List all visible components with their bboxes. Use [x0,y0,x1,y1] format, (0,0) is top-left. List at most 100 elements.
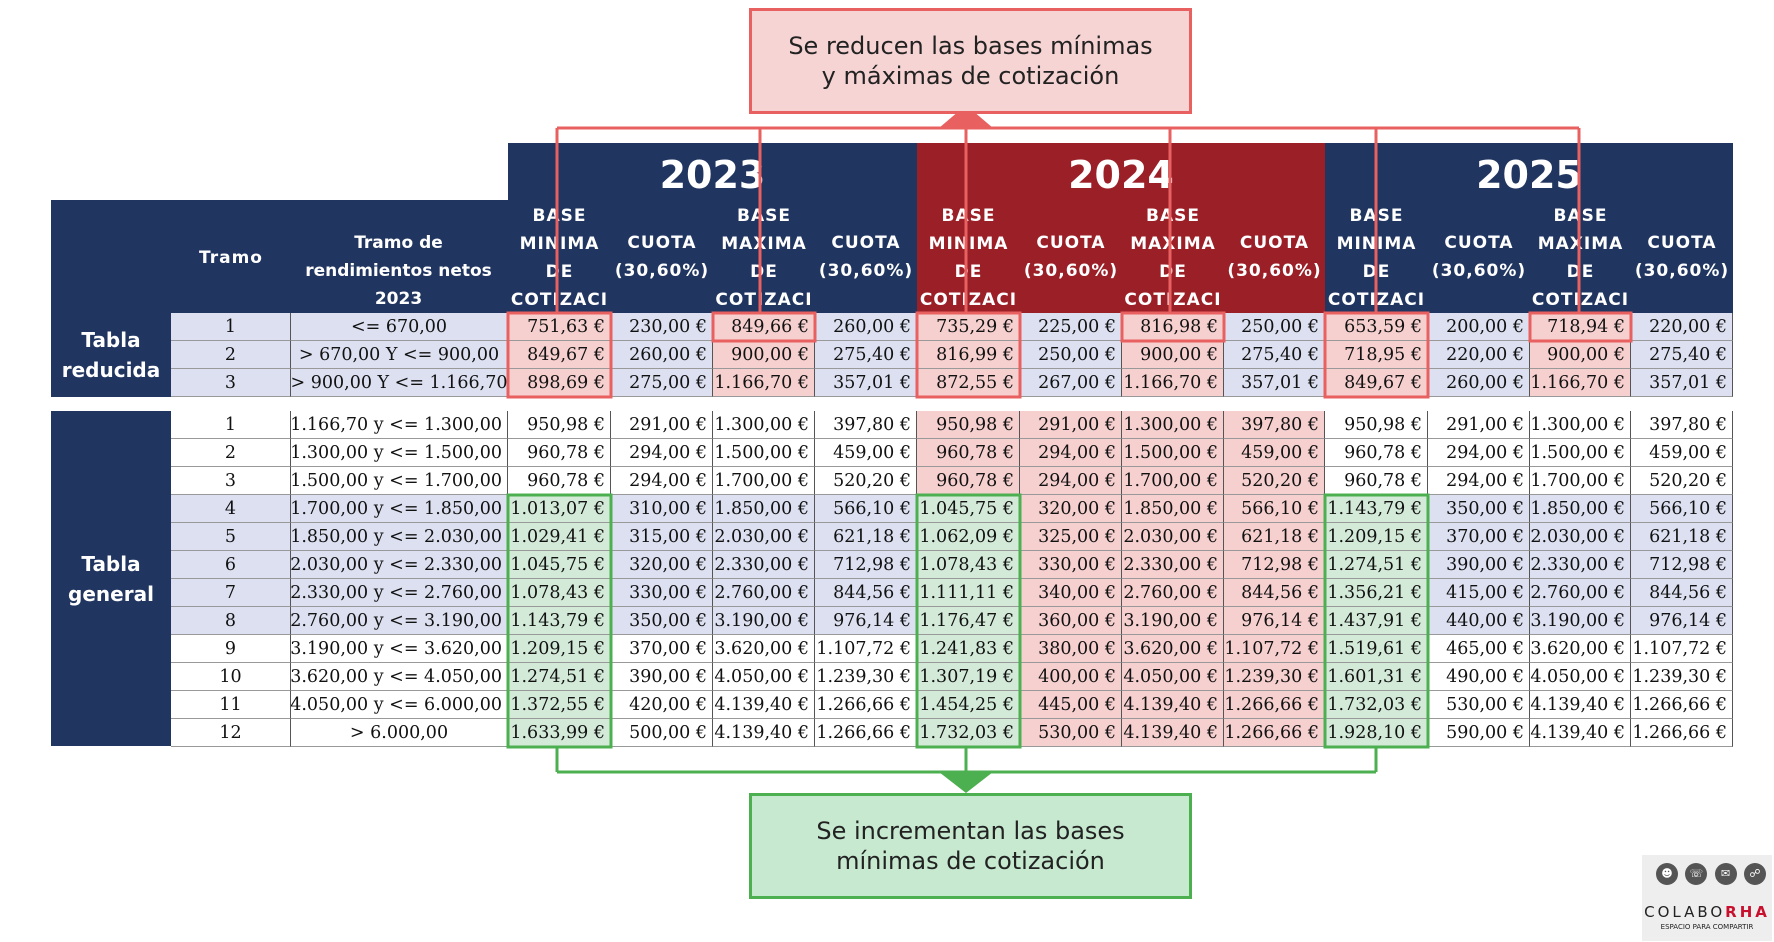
cell-value: 1.209,15 € [1325,523,1428,551]
cell-value: 2.760,00 € [1530,579,1631,607]
cell-rendimientos: > 2.760,00 y <= 3.190,00 [291,607,508,635]
cell-value: 621,18 € [1631,523,1733,551]
cell-value: 566,10 € [1631,495,1733,523]
section-reducida-label: Tabla reducida [61,328,161,382]
cell-value: 718,95 € [1325,341,1428,369]
cell-tramo: 11 [171,691,291,719]
header-tramo: Tramo [199,248,263,268]
cell-value: 220,00 € [1428,341,1530,369]
cell-value: 816,99 € [917,341,1020,369]
cell-value: 1.601,31 € [1325,663,1428,691]
cell-value: 712,98 € [1224,551,1325,579]
logo-brand: COLABORHA [1644,903,1770,921]
cell-value: 4.139,40 € [713,691,815,719]
cell-value: 1.356,21 € [1325,579,1428,607]
cell-value: 1.078,43 € [508,579,611,607]
header-band-2023 [508,200,917,313]
red-highlight-box [1323,311,1430,399]
cell-value: 4.050,00 € [713,663,815,691]
cell-value: 260,00 € [815,313,917,341]
cell-value: 976,14 € [1631,607,1733,635]
cell-value: 291,00 € [1020,411,1122,439]
cell-value: 275,40 € [1631,341,1733,369]
year-2024: 2024 [1068,153,1174,197]
cell-value: 357,01 € [815,369,917,397]
cell-value: 520,20 € [815,467,917,495]
cell-value: 1.029,41 € [508,523,611,551]
cell-rendimientos: > 2.330,00 y <= 2.760,00 [291,579,508,607]
section-general-band [51,411,171,746]
cell-value: 320,00 € [1020,495,1122,523]
cell-rendimientos: > 3.190,00 y <= 3.620,00 [291,635,508,663]
cell-value: 566,10 € [815,495,917,523]
green-highlight-box [506,493,613,749]
cotizacion-table: 2023 2024 2025 Tramo Tramo de rendimient… [51,0,1733,942]
note-reduce-bases: Se reducen las bases mínimas y máximas d… [749,8,1192,114]
cell-value: 445,00 € [1020,691,1122,719]
cell-value: 370,00 € [611,635,713,663]
cell-value: 1.928,10 € [1325,719,1428,747]
header-cuota-2024: CUOTA (30,60%) [1023,233,1119,281]
cell-value: 520,20 € [1224,467,1325,495]
cell-value: 2.030,00 € [1530,523,1631,551]
cell-rendimientos: > 670,00 Y <= 900,00 [291,341,508,369]
cell-rendimientos: > 1.700,00 y <= 1.850,00 [291,495,508,523]
cell-value: 900,00 € [1122,341,1224,369]
year-2025: 2025 [1476,153,1582,197]
cell-value: 357,01 € [1224,369,1325,397]
cell-rendimientos: > 900,00 Y <= 1.166,70 [291,369,508,397]
red-highlight-box [1120,311,1226,343]
header-cuota-2025: CUOTA (30,60%) [1431,233,1527,281]
cell-tramo: 1 [171,411,291,439]
cell-rendimientos: > 6.000,00 [291,719,508,747]
cell-value: 520,20 € [1631,467,1733,495]
cell-value: 950,98 € [917,411,1020,439]
annotation-overlay [506,105,1633,793]
year-2023: 2023 [659,153,766,197]
cell-value: 712,98 € [1631,551,1733,579]
cell-value: 3.620,00 € [1122,635,1224,663]
cell-value: 1.209,15 € [508,635,611,663]
cell-value: 2.030,00 € [713,523,815,551]
cell-value: 230,00 € [611,313,713,341]
cell-value: 960,78 € [1325,439,1428,467]
cell-value: 950,98 € [508,411,611,439]
header-rendimientos: Tramo de rendimientos netos 2023 [305,233,492,309]
cell-value: 315,00 € [611,523,713,551]
cell-value: 950,98 € [1325,411,1428,439]
cell-value: 200,00 € [1428,313,1530,341]
cell-value: 275,00 € [611,369,713,397]
cell-value: 960,78 € [508,439,611,467]
red-highlight-box [506,311,613,399]
cell-value: 459,00 € [1631,439,1733,467]
cell-value: 357,01 € [1631,369,1733,397]
cell-tramo: 7 [171,579,291,607]
cell-value: 294,00 € [1428,467,1530,495]
cell-value: 1.732,03 € [917,719,1020,747]
cell-tramo: 12 [171,719,291,747]
cell-value: 4.139,40 € [1122,691,1224,719]
cell-tramo: 6 [171,551,291,579]
cell-value: 1.107,72 € [815,635,917,663]
cell-value: 350,00 € [611,607,713,635]
cell-value: 340,00 € [1020,579,1122,607]
cell-value: 1.239,30 € [1631,663,1733,691]
cell-value: 530,00 € [1428,691,1530,719]
cell-value: 849,66 € [713,313,815,341]
green-highlight-box [1323,493,1430,749]
cell-rendimientos: > 2.030,00 y <= 2.330,00 [291,551,508,579]
cell-value: 1.045,75 € [508,551,611,579]
cell-value: 291,00 € [1428,411,1530,439]
cell-value: 1.166,70 € [713,369,815,397]
cell-value: 566,10 € [1224,495,1325,523]
cell-value: 872,55 € [917,369,1020,397]
cell-value: 2.760,00 € [1122,579,1224,607]
cell-tramo: 4 [171,495,291,523]
cell-value: 459,00 € [1224,439,1325,467]
cell-value: 2.030,00 € [1122,523,1224,551]
cell-value: 960,78 € [917,439,1020,467]
cell-tramo: 10 [171,663,291,691]
cell-value: 1.519,61 € [1325,635,1428,663]
phone-icon: ☏ [1685,863,1708,885]
cell-value: 415,00 € [1428,579,1530,607]
